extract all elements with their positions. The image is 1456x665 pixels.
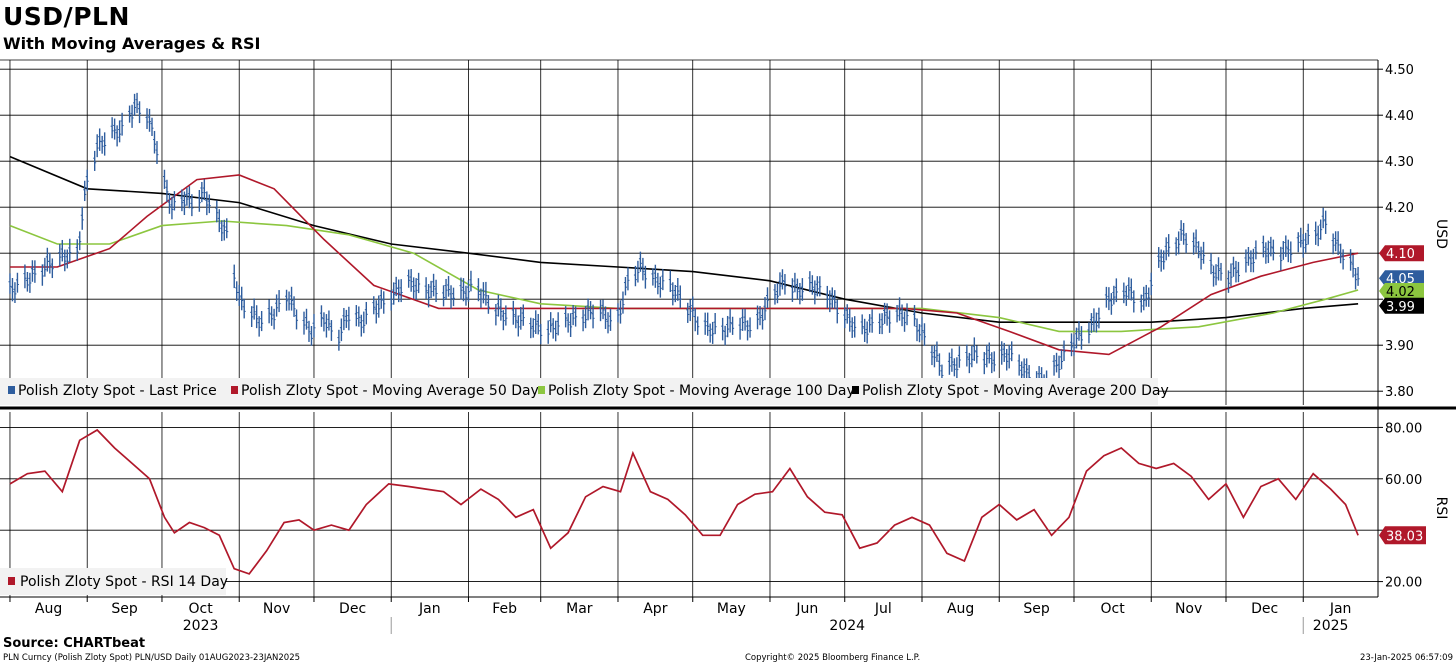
footer-security-info: PLN Curncy (Polish Zloty Spot) PLN/USD D…	[3, 653, 301, 663]
tag-label: 4.02	[1386, 285, 1415, 300]
price-bars	[8, 92, 1360, 397]
tag-label: 38.03	[1386, 529, 1423, 544]
tag-shape	[1379, 283, 1424, 299]
x-month-label: Jun	[795, 601, 818, 617]
ma50-line	[10, 174, 1359, 356]
price-ytick-label: 4.50	[1385, 63, 1414, 78]
price-axis-label: USD	[1433, 219, 1449, 249]
price-legend-swatch	[8, 386, 15, 394]
tag-label: 4.10	[1386, 247, 1415, 262]
x-month-label: Apr	[643, 601, 667, 617]
x-year-label: 2024	[829, 618, 865, 634]
ma100-legend-swatch	[538, 386, 545, 394]
price-legend-label: Polish Zloty Spot - Last Price	[18, 383, 217, 399]
ma100-legend-label: Polish Zloty Spot - Moving Average 100 D…	[548, 383, 855, 399]
rsi-line	[9, 428, 1359, 575]
rsi-panel: 80.00 60.00 20.00 RSI 38.03 Polish Zloty Spot…	[0, 412, 1449, 598]
tag-shape	[1379, 297, 1424, 314]
footer-timestamp: 23-Jan-2025 06:57:09	[1359, 653, 1453, 663]
tag-label: 3.99	[1386, 300, 1415, 315]
ma50-legend-label: Polish Zloty Spot - Moving Average 50 Da…	[241, 383, 539, 399]
tag-shape	[1379, 270, 1424, 287]
x-month-label: Oct	[1101, 601, 1126, 617]
ma200-legend-swatch	[852, 386, 859, 394]
rsi-ytick-label: 80.00	[1385, 421, 1422, 436]
footer-copyright: Copyright© 2025 Bloomberg Finance L.P.	[745, 653, 921, 663]
x-month-label: Jul	[874, 601, 892, 617]
rsi-ytick-label: 60.00	[1385, 473, 1422, 488]
rsi-legend: Polish Zloty Spot - RSI 14 Day	[0, 568, 228, 595]
x-month-label: Dec	[1251, 601, 1278, 617]
tag-shape	[1379, 526, 1426, 545]
rsi-ytick-label: 20.00	[1385, 576, 1422, 591]
x-month-label: Nov	[263, 601, 290, 617]
ma50-legend-swatch	[231, 386, 238, 394]
chart-title: USD/PLN	[3, 2, 130, 31]
chart-subtitle: With Moving Averages & RSI	[3, 34, 261, 53]
ma200-line	[9, 155, 1359, 324]
x-month-label: Jan	[1329, 601, 1352, 617]
x-axis: Aug Sep Oct Nov Dec Jan Feb Mar Apr May Jun Jul Aug S…	[9, 597, 1352, 634]
rsi-axis-label: RSI	[1433, 497, 1449, 520]
x-month-label: Aug	[947, 601, 974, 617]
price-legend: Polish Zloty Spot - Last Price Polish Zlo…	[0, 378, 1169, 405]
legend-background	[0, 568, 226, 595]
x-month-label: May	[717, 601, 746, 617]
x-month-label: Mar	[566, 601, 593, 617]
x-month-label: Aug	[35, 601, 62, 617]
x-month-label: Dec	[339, 601, 366, 617]
x-month-label: Sep	[1023, 601, 1050, 617]
x-month-label: Nov	[1175, 601, 1202, 617]
price-ytick-label: 3.80	[1385, 385, 1414, 400]
rsi-last-value-tag: 38.03	[1379, 526, 1426, 545]
price-panel: 4.504.404.304.204.104.003.903.80USD4.104…	[0, 59, 1456, 597]
x-month-label: Oct	[188, 601, 213, 617]
ma200-last-value-tag: 3.99	[1379, 297, 1424, 315]
rsi-legend-label: Polish Zloty Spot - RSI 14 Day	[20, 574, 228, 590]
source-note: Source: CHARTbeat	[3, 636, 146, 651]
price-ytick-label: 4.40	[1385, 109, 1414, 124]
x-year-label: 2023	[183, 618, 219, 634]
tag-shape	[1379, 245, 1424, 262]
ma100-line	[9, 220, 1359, 333]
price-ytick-label: 4.30	[1385, 155, 1414, 170]
x-month-label: Jan	[418, 601, 441, 617]
x-year-label: 2025	[1313, 618, 1349, 634]
price-ytick-label: 3.90	[1385, 339, 1414, 354]
ma200-legend-label: Polish Zloty Spot - Moving Average 200 D…	[862, 383, 1169, 399]
legend-background	[0, 378, 1158, 405]
ma50-last-value-tag: 4.10	[1379, 245, 1424, 262]
x-month-label: Feb	[492, 601, 517, 617]
ma100-last-value-tag: 4.02	[1379, 283, 1424, 300]
x-month-label: Sep	[111, 601, 138, 617]
rsi-legend-swatch	[8, 577, 15, 585]
price-ytick-label: 4.20	[1385, 201, 1414, 216]
